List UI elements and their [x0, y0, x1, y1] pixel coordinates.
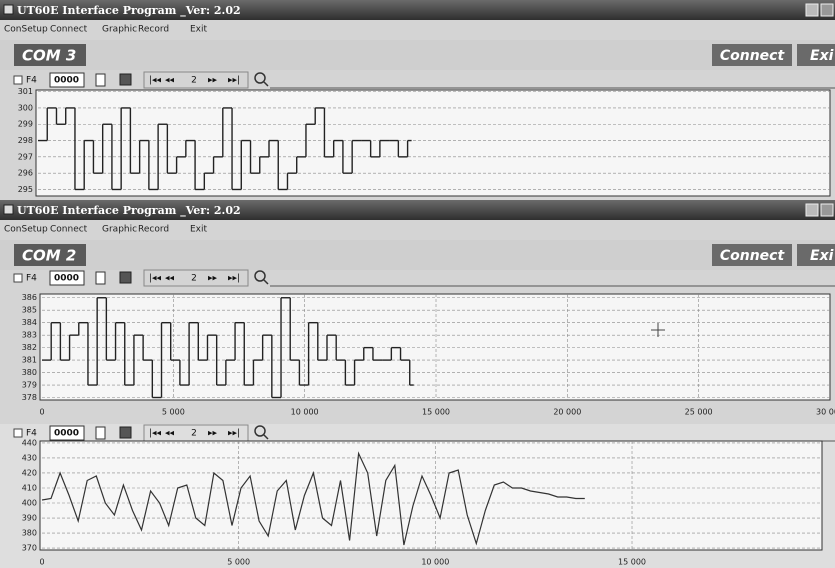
y-tick-label: 300	[18, 103, 33, 112]
y-tick-label: 379	[22, 381, 37, 390]
y-tick-label: 440	[22, 438, 37, 447]
x-tick-label: 15 000	[422, 408, 450, 417]
x-tick-label: 10 000	[421, 558, 449, 567]
checkbox[interactable]	[14, 429, 22, 437]
checkbox-label: F4	[26, 429, 37, 439]
y-tick-label: 370	[22, 544, 37, 553]
y-tick-label: 382	[22, 343, 37, 352]
window-button[interactable]	[821, 204, 833, 216]
connect-label[interactable]: Connect	[720, 48, 786, 64]
page-number: 2	[191, 429, 197, 439]
x-tick-label: 15 000	[618, 558, 646, 567]
nav-button[interactable]: |◂◂	[149, 429, 162, 439]
port-label: COM 3	[22, 47, 76, 65]
window-title: UT60E Interface Program _Ver: 2.02	[17, 204, 241, 218]
y-tick-label: 410	[22, 483, 37, 492]
x-tick-label: 5 000	[227, 558, 250, 567]
nav-button[interactable]: ▸▸|	[228, 429, 240, 439]
nav-button[interactable]: ◂◂	[165, 429, 175, 439]
app-icon	[4, 205, 13, 214]
checkbox-label: F4	[26, 274, 37, 284]
y-tick-label: 390	[22, 514, 37, 523]
menu-item[interactable]: ConSetup	[4, 225, 48, 235]
x-tick-label: 0	[39, 408, 44, 417]
banner	[0, 40, 835, 70]
nav-button[interactable]: ◂◂	[165, 274, 175, 284]
y-tick-label: 386	[22, 293, 37, 302]
x-tick-label: 0	[39, 558, 44, 567]
exit-label[interactable]: Exi	[810, 48, 834, 64]
save-button[interactable]	[120, 427, 131, 438]
nav-button[interactable]: |◂◂	[149, 76, 162, 86]
nav-button[interactable]: ◂◂	[165, 76, 175, 86]
y-tick-label: 296	[18, 169, 33, 178]
plot-area	[40, 294, 830, 400]
menu-item[interactable]: Connect	[50, 225, 88, 235]
menu-item[interactable]: Exit	[190, 25, 208, 35]
y-tick-label: 384	[22, 318, 37, 327]
new-button[interactable]	[96, 272, 105, 284]
menu-item[interactable]: Record	[138, 25, 169, 35]
new-button[interactable]	[96, 427, 105, 439]
y-tick-label: 299	[18, 120, 33, 129]
menu-item[interactable]: Graphic	[102, 25, 137, 35]
y-tick-label: 420	[22, 468, 37, 477]
window-button[interactable]	[806, 204, 818, 216]
counter: 0000	[54, 429, 79, 439]
y-tick-label: 381	[22, 356, 37, 365]
checkbox[interactable]	[14, 274, 22, 282]
y-tick-label: 383	[22, 331, 37, 340]
menu-item[interactable]: ConSetup	[4, 25, 48, 35]
menu-item[interactable]: Graphic	[102, 225, 137, 235]
y-tick-label: 297	[18, 152, 33, 161]
save-button[interactable]	[120, 74, 131, 85]
banner	[0, 240, 835, 270]
x-tick-label: 10 000	[291, 408, 319, 417]
checkbox-label: F4	[26, 76, 37, 86]
app-icon	[4, 5, 13, 14]
window-button[interactable]	[821, 4, 833, 16]
y-tick-label: 298	[18, 136, 33, 145]
nav-button[interactable]: ▸▸|	[228, 274, 240, 284]
nav-button[interactable]: ▸▸	[208, 76, 218, 86]
window-title: UT60E Interface Program _Ver: 2.02	[17, 4, 241, 18]
screenshot: UT60E Interface Program _Ver: 2.02 ConSet…	[0, 0, 835, 568]
x-tick-label: 25 000	[685, 408, 713, 417]
exit-label[interactable]: Exi	[810, 248, 834, 264]
x-tick-label: 30 000	[816, 408, 835, 417]
y-tick-label: 400	[22, 499, 37, 508]
nav-button[interactable]: ▸▸|	[228, 76, 240, 86]
y-tick-label: 430	[22, 453, 37, 462]
x-tick-label: 20 000	[553, 408, 581, 417]
menu-item[interactable]: Connect	[50, 25, 88, 35]
plot-area	[36, 90, 830, 196]
x-tick-label: 5 000	[162, 408, 185, 417]
y-tick-label: 301	[18, 87, 33, 96]
checkbox[interactable]	[14, 76, 22, 84]
page-number: 2	[191, 76, 197, 86]
new-button[interactable]	[96, 74, 105, 86]
y-tick-label: 385	[22, 306, 37, 315]
y-tick-label: 378	[22, 393, 37, 402]
menu-item[interactable]: Exit	[190, 225, 208, 235]
y-tick-label: 380	[22, 529, 37, 538]
y-tick-label: 380	[22, 368, 37, 377]
nav-button[interactable]: ▸▸	[208, 274, 218, 284]
nav-button[interactable]: ▸▸	[208, 429, 218, 439]
y-tick-label: 295	[18, 185, 33, 194]
menu-item[interactable]: Record	[138, 225, 169, 235]
window-button[interactable]	[806, 4, 818, 16]
counter: 0000	[54, 274, 79, 284]
nav-button[interactable]: |◂◂	[149, 274, 162, 284]
counter: 0000	[54, 76, 79, 86]
page-number: 2	[191, 274, 197, 284]
connect-label[interactable]: Connect	[720, 248, 786, 264]
save-button[interactable]	[120, 272, 131, 283]
port-label: COM 2	[22, 247, 76, 265]
